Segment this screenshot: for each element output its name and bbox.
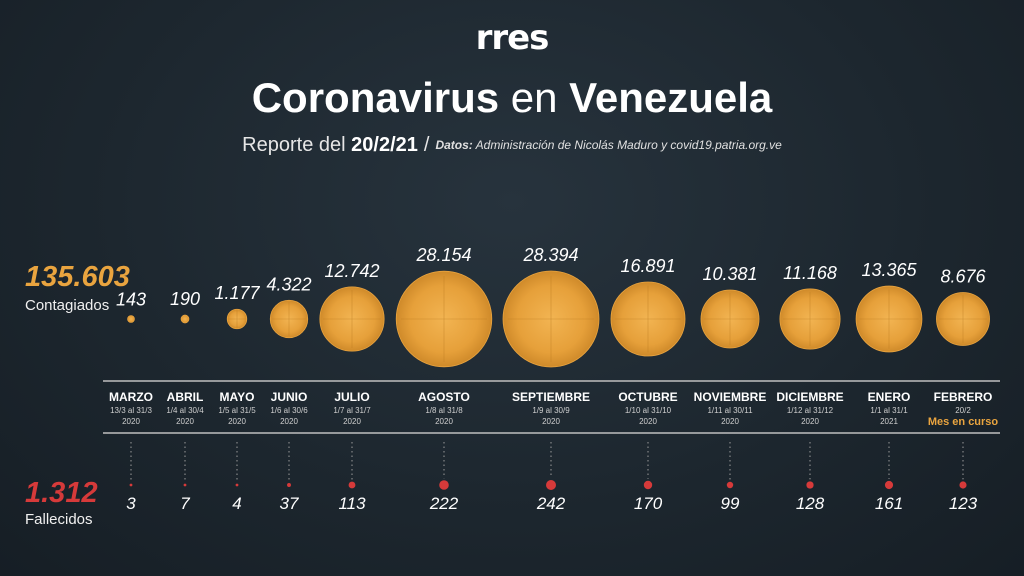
deaths-dot-septiembre xyxy=(546,480,556,490)
month-year-junio: 2020 xyxy=(280,417,298,426)
month-year-julio: 2020 xyxy=(343,417,361,426)
deaths-dot-noviembre xyxy=(726,481,734,489)
cases-label-agosto: 28.154 xyxy=(415,245,471,265)
month-name-junio: JUNIO xyxy=(271,390,308,404)
month-name-enero: ENERO xyxy=(868,390,911,404)
report-date: 20/2/21 xyxy=(351,134,418,156)
deaths-dot-octubre xyxy=(643,480,653,490)
cases-label-noviembre: 10.381 xyxy=(702,264,757,284)
month-year-noviembre: 2020 xyxy=(721,417,739,426)
month-year-abril: 2020 xyxy=(176,417,194,426)
title-coronavirus: Coronavirus xyxy=(251,74,500,121)
cases-label-septiembre: 28.394 xyxy=(522,245,578,265)
deaths-dot-enero xyxy=(884,480,894,490)
month-range-octubre: 1/10 al 31/10 xyxy=(625,406,672,415)
deaths-label-octubre: 170 xyxy=(634,494,663,513)
month-range-mayo: 1/5 al 31/5 xyxy=(218,406,256,415)
month-name-febrero: FEBRERO xyxy=(934,390,993,404)
deaths-labels: 3 7 4 37 113 222 242 170 99 128 161 123 xyxy=(126,494,977,513)
deaths-dots xyxy=(129,480,967,490)
deaths-dot-julio xyxy=(348,481,356,489)
month-name-abril: ABRIL xyxy=(167,390,204,404)
deaths-label-diciembre: 128 xyxy=(796,494,825,513)
cases-label-mayo: 1.177 xyxy=(214,283,260,303)
cases-label-junio: 4.322 xyxy=(266,274,311,294)
deaths-dot-marzo xyxy=(129,483,133,487)
deaths-label-agosto: 222 xyxy=(429,494,459,513)
deaths-dot-mayo xyxy=(235,483,239,487)
total-deaths-label: Fallecidos xyxy=(25,511,93,528)
deaths-label-febrero: 123 xyxy=(949,494,978,513)
month-range-septiembre: 1/9 al 30/9 xyxy=(532,406,570,415)
connector-lines xyxy=(130,442,964,482)
deaths-label-septiembre: 242 xyxy=(536,494,566,513)
month-name-septiembre: SEPTIEMBRE xyxy=(512,390,590,404)
source-label: Datos: xyxy=(435,138,473,152)
month-range-enero: 1/1 al 31/1 xyxy=(870,406,908,415)
month-name-diciembre: DICIEMBRE xyxy=(776,390,843,404)
month-year-mayo: 2020 xyxy=(228,417,246,426)
cases-bubble-marzo xyxy=(127,315,135,323)
deaths-label-marzo: 3 xyxy=(126,494,136,513)
deaths-dot-junio xyxy=(287,483,291,487)
month-labels: MARZO 13/3 al 31/3 2020 ABRIL 1/4 al 30/4 202… xyxy=(109,390,998,428)
month-year-enero: 2021 xyxy=(880,417,898,426)
report-subtitle: Reporte del 20/2/21/ Datos: Administració… xyxy=(0,134,1024,157)
cases-label-diciembre: 11.168 xyxy=(783,263,837,283)
deaths-dot-febrero xyxy=(959,481,967,489)
data-source: Datos: Administración de Nicolás Maduro … xyxy=(435,138,781,152)
deaths-label-junio: 37 xyxy=(280,494,299,513)
month-year-octubre: 2020 xyxy=(639,417,657,426)
title-en: en xyxy=(499,74,570,121)
cases-label-abril: 190 xyxy=(170,289,200,309)
month-name-noviembre: NOVIEMBRE xyxy=(694,390,767,404)
month-range-febrero: 20/2 xyxy=(955,406,971,415)
month-range-noviembre: 1/11 al 30/11 xyxy=(707,406,753,415)
deaths-label-julio: 113 xyxy=(338,494,366,513)
total-cases-label: Contagiados xyxy=(25,297,110,314)
total-cases-value: 135.603 xyxy=(25,261,130,293)
cases-label-enero: 13.365 xyxy=(861,260,917,280)
month-range-abril: 1/4 al 30/4 xyxy=(166,406,204,415)
deaths-dot-diciembre xyxy=(806,481,814,489)
cases-label-julio: 12.742 xyxy=(324,261,379,281)
month-name-julio: JULIO xyxy=(334,390,369,404)
cases-bubble-abril xyxy=(180,314,190,324)
month-range-junio: 1/6 al 30/6 xyxy=(270,406,308,415)
rres-logo: rres xyxy=(475,18,550,58)
deaths-label-mayo: 4 xyxy=(232,494,241,513)
cases-bubbles xyxy=(127,270,990,368)
deaths-dot-agosto xyxy=(439,480,449,490)
month-year-septiembre: 2020 xyxy=(542,417,560,426)
title-venezuela: Venezuela xyxy=(569,74,773,121)
deaths-label-noviembre: 99 xyxy=(721,494,740,513)
month-range-diciembre: 1/12 al 31/12 xyxy=(787,406,834,415)
current-month-note: Mes en curso xyxy=(928,416,999,428)
month-name-mayo: MAYO xyxy=(220,390,255,404)
month-range-julio: 1/7 al 31/7 xyxy=(333,406,371,415)
month-year-diciembre: 2020 xyxy=(801,417,819,426)
deaths-label-abril: 7 xyxy=(180,494,190,513)
month-year-agosto: 2020 xyxy=(435,417,453,426)
month-range-marzo: 13/3 al 31/3 xyxy=(110,406,152,415)
cases-label-febrero: 8.676 xyxy=(940,266,986,286)
deaths-label-enero: 161 xyxy=(875,494,903,513)
month-name-marzo: MARZO xyxy=(109,390,153,404)
month-name-octubre: OCTUBRE xyxy=(618,390,677,404)
report-separator: / xyxy=(423,134,430,156)
month-range-agosto: 1/8 al 31/8 xyxy=(425,406,463,415)
cases-label-octubre: 16.891 xyxy=(620,256,675,276)
source-text: Administración de Nicolás Maduro y covid… xyxy=(472,138,782,152)
month-year-marzo: 2020 xyxy=(122,417,140,426)
report-prefix: Reporte del xyxy=(242,134,352,156)
total-deaths-value: 1.312 xyxy=(25,477,98,509)
deaths-dot-abril xyxy=(183,483,187,487)
page-title: Coronavirus en Venezuela xyxy=(0,74,1024,122)
cases-label-marzo: 143 xyxy=(116,290,146,310)
cases-labels: 143 190 1.177 4.322 12.742 28.154 28.394 16.891… xyxy=(116,245,987,310)
month-name-agosto: AGOSTO xyxy=(418,390,470,404)
